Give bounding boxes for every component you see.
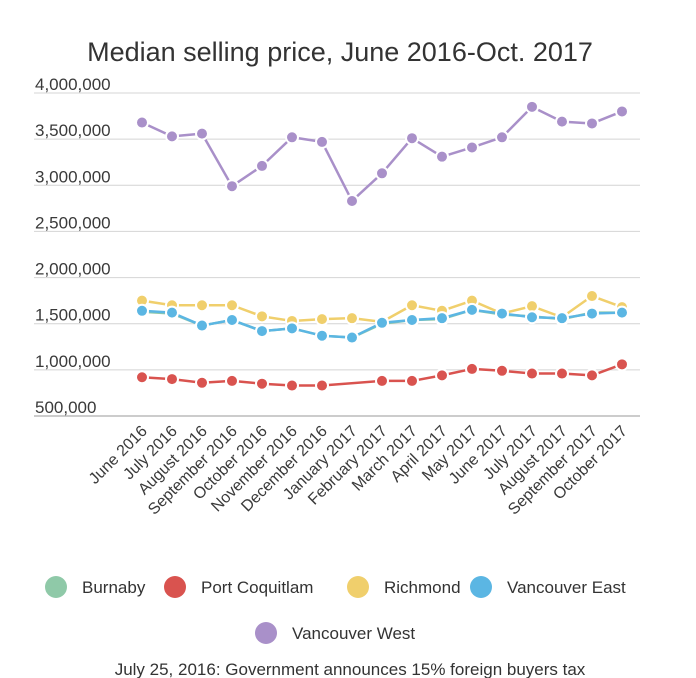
data-point [525, 99, 539, 114]
data-point [285, 321, 299, 336]
data-point [165, 372, 179, 387]
data-point [375, 315, 389, 330]
series-lines [135, 99, 629, 393]
grid [34, 92, 640, 417]
y-tick-label: 4,000,000 [35, 75, 111, 94]
data-point [585, 368, 599, 383]
data-point [615, 305, 629, 320]
series-vancouver-west [135, 99, 629, 208]
data-point [315, 328, 329, 343]
data-point [465, 361, 479, 376]
series-vancouver-east [135, 302, 629, 345]
data-point [135, 303, 149, 318]
series-line [141, 105, 623, 203]
data-point [225, 313, 239, 328]
data-point [225, 298, 239, 313]
data-point [255, 324, 269, 339]
legend-label: Vancouver East [507, 578, 626, 597]
data-point [435, 368, 449, 383]
data-point [405, 313, 419, 328]
legend-item: Burnaby [45, 576, 146, 598]
data-point [465, 302, 479, 317]
data-point [465, 140, 479, 155]
data-point [195, 126, 209, 141]
legend-label: Vancouver West [292, 624, 415, 643]
legend: Burnaby Port Coquitlam Richmond Vancouver E… [45, 576, 626, 644]
data-point [495, 130, 509, 145]
y-tick-label: 2,500,000 [35, 213, 111, 232]
data-point [225, 179, 239, 194]
data-point [165, 305, 179, 320]
data-point [315, 378, 329, 393]
data-point [375, 373, 389, 388]
legend-swatch [470, 576, 492, 598]
data-point [255, 158, 269, 173]
data-point [615, 357, 629, 372]
legend-swatch [347, 576, 369, 598]
legend-item: Richmond [347, 576, 461, 598]
legend-label: Burnaby [82, 578, 146, 597]
legend-label: Richmond [384, 578, 461, 597]
data-point [285, 130, 299, 145]
data-point [345, 193, 359, 208]
data-point [435, 149, 449, 164]
data-point [555, 366, 569, 381]
data-point [255, 376, 269, 391]
data-point [345, 330, 359, 345]
y-axis-ticks: 4,000,000 3,500,000 3,000,000 2,500,000 2,00… [35, 75, 111, 417]
data-point [525, 366, 539, 381]
data-point [495, 306, 509, 321]
data-point [315, 134, 329, 149]
data-point [405, 373, 419, 388]
data-point [555, 114, 569, 129]
data-point [585, 289, 599, 304]
data-point [165, 129, 179, 144]
data-point [405, 298, 419, 313]
data-point [315, 312, 329, 327]
series-port-coquitlam [135, 357, 629, 393]
data-point [525, 310, 539, 325]
data-point [345, 311, 359, 326]
legend-swatch [255, 622, 277, 644]
data-point [375, 166, 389, 181]
data-point [255, 309, 269, 324]
chart-title: Median selling price, June 2016-Oct. 201… [87, 37, 593, 67]
data-point [195, 318, 209, 333]
data-point [135, 370, 149, 385]
legend-item: Vancouver East [470, 576, 626, 598]
data-point [495, 363, 509, 378]
legend-swatch [164, 576, 186, 598]
y-tick-label: 3,500,000 [35, 121, 111, 140]
data-point [435, 311, 449, 326]
legend-item: Port Coquitlam [164, 576, 313, 598]
series-line [141, 363, 623, 387]
legend-swatch [45, 576, 67, 598]
y-tick-label: 2,000,000 [35, 260, 111, 279]
data-point [405, 131, 419, 146]
data-point [195, 375, 209, 390]
data-point [585, 116, 599, 131]
data-point [555, 311, 569, 326]
annotation-note: July 25, 2016: Government announces 15% … [115, 660, 586, 678]
data-point [135, 115, 149, 130]
data-point [225, 373, 239, 388]
y-tick-label: 3,000,000 [35, 167, 111, 186]
data-point [615, 104, 629, 119]
y-tick-label: 500,000 [35, 398, 96, 417]
y-tick-label: 1,000,000 [35, 352, 111, 371]
legend-label: Port Coquitlam [201, 578, 313, 597]
data-point [585, 306, 599, 321]
data-point [285, 378, 299, 393]
y-tick-label: 1,500,000 [35, 306, 111, 325]
legend-item: Vancouver West [255, 622, 415, 644]
data-point [195, 298, 209, 313]
